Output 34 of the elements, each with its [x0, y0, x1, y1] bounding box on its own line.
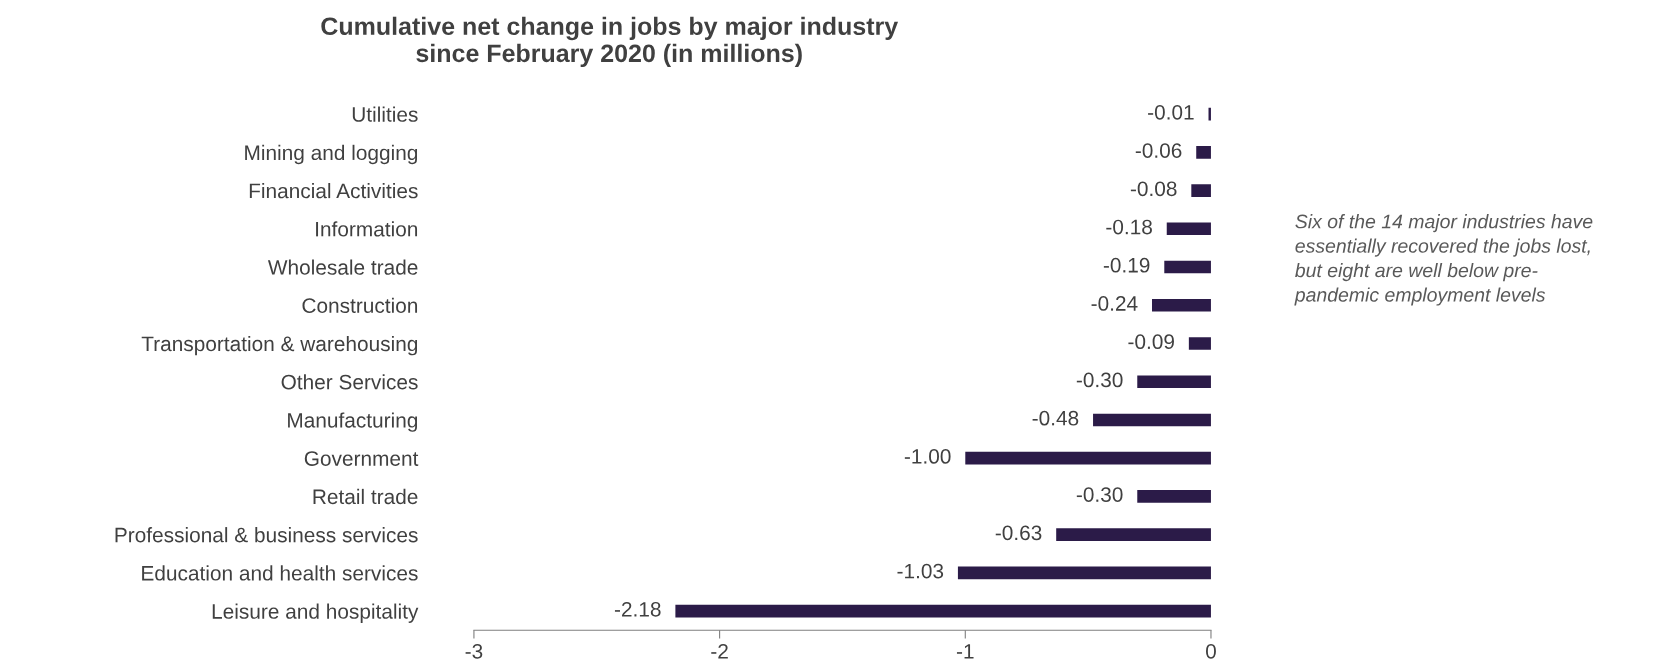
y-tick-label: Manufacturing	[288, 412, 418, 432]
data-label: -0.01	[1148, 104, 1194, 120]
chart-title: Cumulative net change in jobs by major industry since February 2020 (in millions)	[321, 16, 899, 68]
y-tick-label: Utilities	[352, 106, 418, 122]
data-label: -0.06	[1135, 143, 1182, 158]
data-label: -1.03	[897, 563, 944, 579]
x-tick-label: -3	[465, 643, 483, 659]
y-tick-label: Transportation & warehousing	[141, 335, 418, 356]
y-tick-label: Leisure and hospitality	[212, 603, 419, 623]
x-tick-label: 0	[1205, 643, 1216, 659]
y-tick-label: Government	[304, 451, 419, 466]
data-label: -0.08	[1130, 181, 1177, 197]
y-tick-label: Education and health services	[142, 565, 418, 581]
data-label: -0.24	[1091, 296, 1138, 311]
data-label: -0.19	[1103, 257, 1150, 273]
data-label: -2.18	[614, 601, 661, 617]
data-label: -0.48	[1032, 410, 1079, 426]
data-label: -0.30	[1076, 372, 1123, 388]
y-tick-label: Information	[316, 221, 418, 237]
text: Six of the 14 major industries have essentially recovered the jobs lost, but eight are well below pre- pandemic employment levels	[1294, 214, 1593, 306]
x-tick-label: -1	[956, 644, 974, 659]
data-label: -0.30	[1076, 487, 1123, 502]
y-tick-label: Financial Activities	[249, 183, 418, 199]
data-label: -1.00	[904, 449, 951, 464]
y-tick-label: Construction	[302, 297, 418, 314]
y-tick-label: Mining and logging	[245, 144, 418, 165]
x-tick-label: -2	[711, 643, 728, 659]
data-label: -0.09	[1128, 334, 1174, 350]
y-tick-label: Wholesale trade	[267, 259, 418, 275]
y-tick-label: Other Services	[281, 374, 418, 390]
data-label: -0.18	[1106, 219, 1152, 235]
y-tick-label: Professional & business services	[115, 527, 418, 543]
y-tick-label: Retail trade	[313, 488, 418, 505]
data-label: -0.63	[995, 525, 1042, 541]
